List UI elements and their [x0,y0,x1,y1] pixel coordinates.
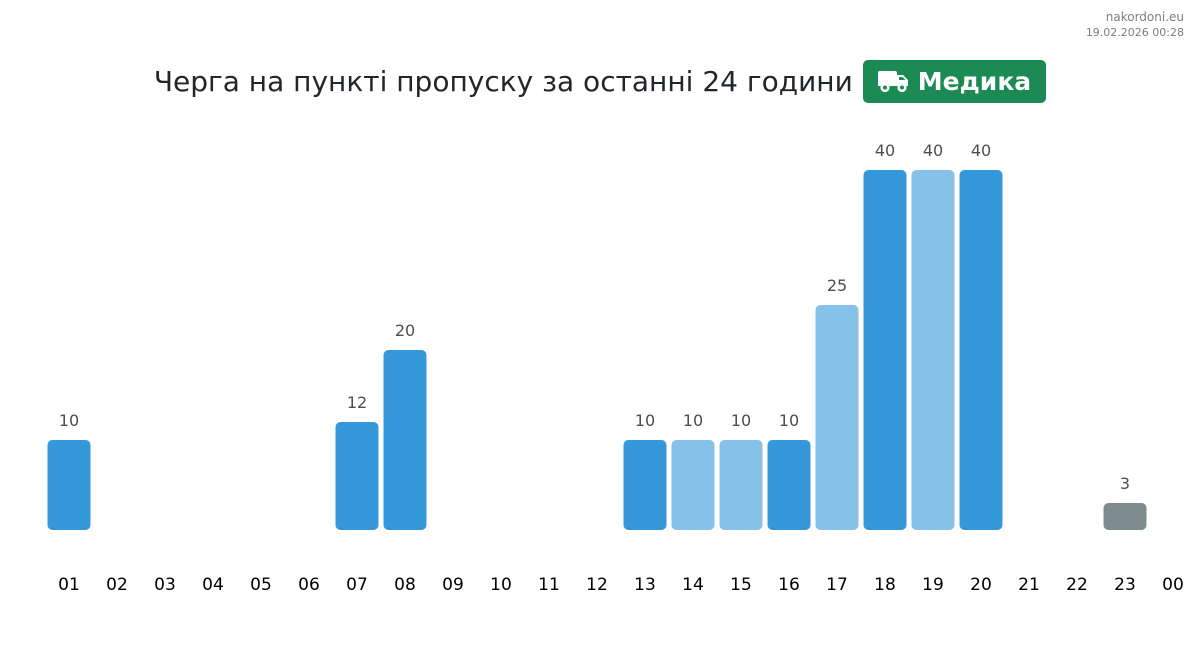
x-tick-label-00: 00 [1162,575,1184,595]
chart-header: Черга на пункті пропуску за останні 24 г… [0,59,1200,103]
bar-value-label-23: 3 [1120,474,1130,493]
source-site[interactable]: nakordoni.eu [1105,10,1184,24]
bar-value-label-08: 20 [395,321,415,340]
x-tick-label-15: 15 [730,575,752,595]
checkpoint-badge-label: Медика [917,66,1032,96]
bar-value-label-18: 40 [875,141,895,160]
bar-value-label-17: 25 [827,276,847,295]
bar-value-label-19: 40 [923,141,943,160]
x-tick-label-13: 13 [634,575,656,595]
x-tick-label-05: 05 [250,575,272,595]
source-block: nakordoni.eu 19.02.2026 00:28 [1086,9,1184,41]
bar-value-label-16: 10 [779,411,799,430]
x-tick-label-19: 19 [922,575,944,595]
x-tick-label-17: 17 [826,575,848,595]
x-tick-label-07: 07 [346,575,368,595]
x-tick-label-16: 16 [778,575,800,595]
truck-icon [877,68,910,94]
chart-title: Черга на пункті пропуску за останні 24 г… [153,64,853,98]
x-tick-label-09: 09 [442,575,464,595]
bar-01[interactable] [47,440,91,530]
bar-19[interactable] [911,170,955,530]
bar-08[interactable] [383,350,427,530]
bar-value-label-01: 10 [59,411,79,430]
x-tick-label-01: 01 [58,575,80,595]
x-tick-label-04: 04 [202,575,224,595]
x-tick-label-21: 21 [1018,575,1040,595]
checkpoint-badge[interactable]: Медика [862,59,1047,103]
bar-value-label-13: 10 [635,411,655,430]
x-tick-label-14: 14 [682,575,704,595]
x-tick-label-18: 18 [874,575,896,595]
x-tick-label-22: 22 [1066,575,1088,595]
bar-17[interactable] [815,305,859,530]
bar-23[interactable] [1103,503,1147,530]
bar-value-label-14: 10 [683,411,703,430]
x-tick-label-03: 03 [154,575,176,595]
bar-value-label-20: 40 [971,141,991,160]
x-tick-label-06: 06 [298,575,320,595]
bar-15[interactable] [719,440,763,530]
bar-16[interactable] [767,440,811,530]
x-tick-label-02: 02 [106,575,128,595]
x-tick-label-10: 10 [490,575,512,595]
bar-13[interactable] [623,440,667,530]
x-tick-label-08: 08 [394,575,416,595]
x-tick-label-20: 20 [970,575,992,595]
source-timestamp: 19.02.2026 00:28 [1085,26,1184,39]
x-tick-label-11: 11 [538,575,560,595]
bar-07[interactable] [335,422,379,530]
x-tick-label-12: 12 [586,575,608,595]
bar-20[interactable] [959,170,1003,530]
bar-18[interactable] [863,170,907,530]
bar-14[interactable] [671,440,715,530]
bar-value-label-07: 12 [347,393,367,412]
bar-value-label-15: 10 [731,411,751,430]
x-tick-label-23: 23 [1114,575,1136,595]
